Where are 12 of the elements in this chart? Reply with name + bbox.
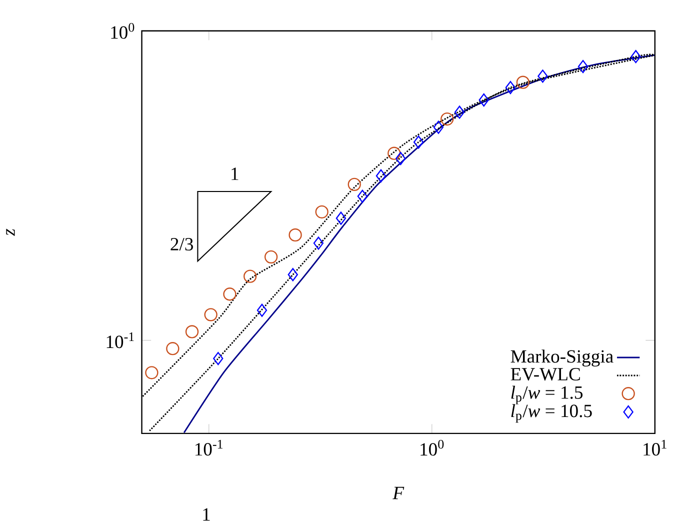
legend-label: Marko-Siggia <box>510 350 614 367</box>
x-tick-label: 10$^{1}$ <box>644 440 666 456</box>
y-axis-title: z <box>6 228 15 236</box>
text: 1 <box>203 508 210 521</box>
x-tick-label: 10$^{-1}$ <box>195 440 223 456</box>
legend-label: l$_{p}$/w = 1.5 <box>511 386 583 404</box>
x-axis-title: F <box>392 487 404 500</box>
legend-label: l$_{p}$/w = 10.5 <box>511 404 592 423</box>
legend-label: EV-WLC <box>510 368 580 381</box>
annotation: 2/3 <box>170 238 193 251</box>
x-tick-label: 10$^{0}$ <box>420 440 444 456</box>
annotation: 1 <box>232 168 238 180</box>
